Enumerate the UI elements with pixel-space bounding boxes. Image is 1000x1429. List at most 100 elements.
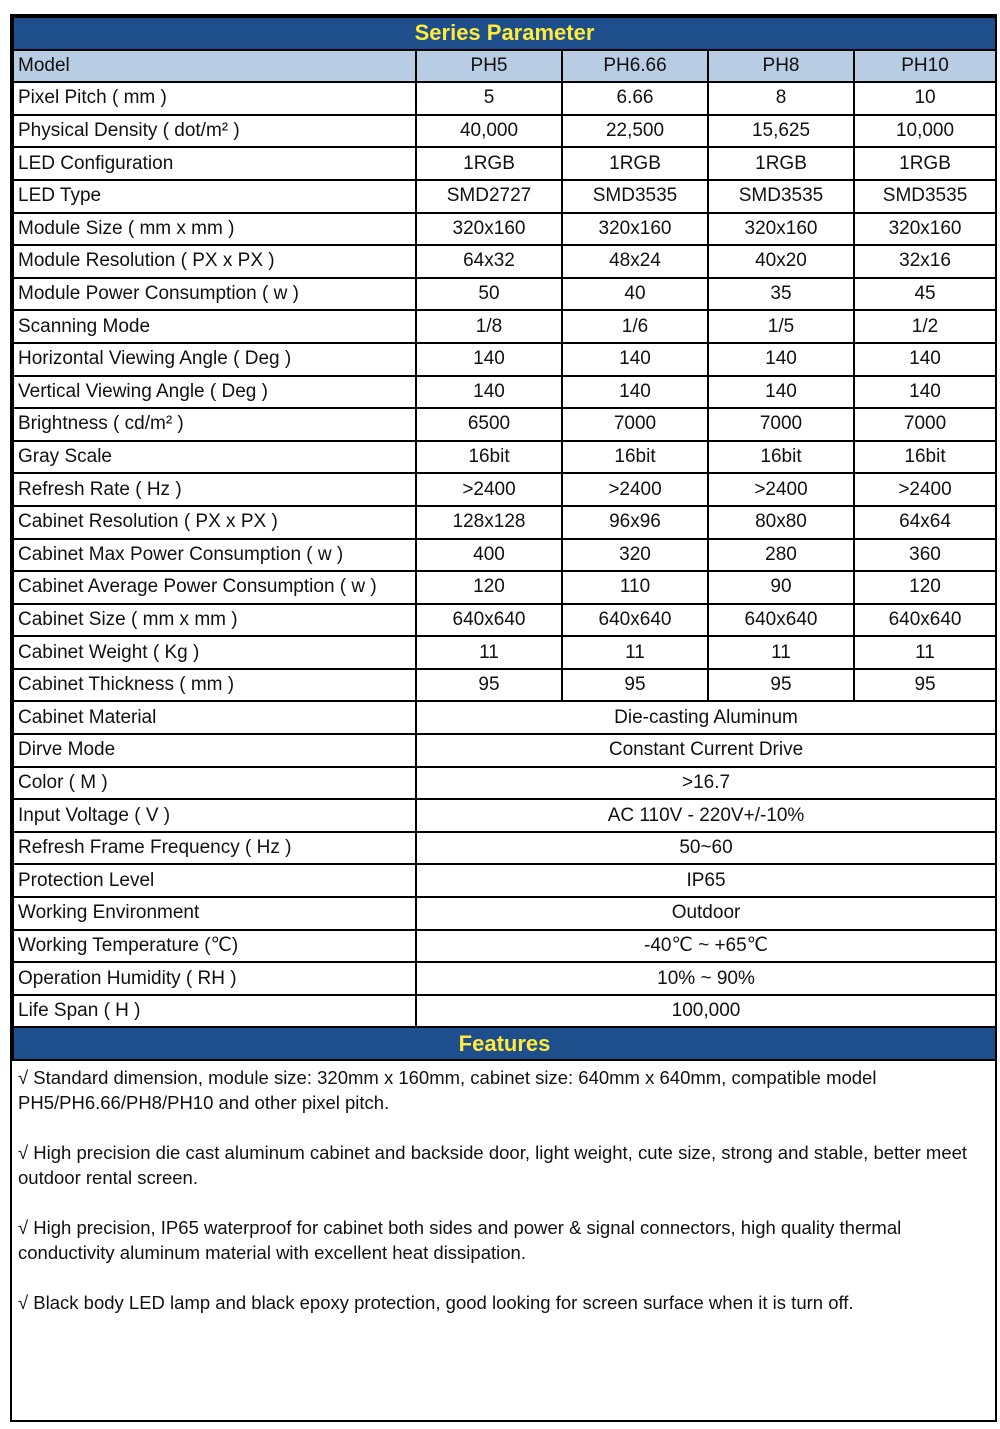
cell-value: 320	[561, 537, 709, 573]
cell-value: -40℃ ~ +65℃	[414, 928, 998, 964]
feature-item: √ High precision die cast aluminum cabin…	[18, 1142, 968, 1188]
cell-value: 64x32	[415, 244, 563, 279]
cell-value: 640x640	[707, 602, 855, 638]
table-row: Color ( M ) >16.7	[12, 765, 998, 801]
table-row: LED Type SMD2727 SMD3535 SMD3535 SMD3535	[12, 178, 998, 214]
cell-value: AC 110V - 220V+/-10%	[414, 798, 998, 833]
cell-value: 45	[852, 276, 998, 312]
cell-value: 140	[415, 374, 563, 410]
row-label: Cabinet Average Power Consumption ( w )	[12, 570, 417, 605]
cell-value: 640x640	[561, 602, 709, 638]
row-label: Cabinet Size ( mm x mm )	[12, 602, 417, 638]
cell-value: 40	[561, 276, 709, 312]
cell-value: 16bit	[852, 439, 998, 475]
cell-value: 11	[852, 635, 998, 670]
cell-value: 10,000	[852, 113, 998, 149]
cell-value: 320x160	[852, 211, 998, 247]
header-cell: PH10	[852, 48, 998, 84]
header-row: Model PH5 PH6.66 PH8 PH10	[12, 48, 998, 84]
cell-value: 110	[561, 570, 709, 605]
cell-value: 16bit	[415, 439, 563, 475]
row-label: Vertical Viewing Angle ( Deg )	[12, 374, 417, 410]
cell-value: 360	[852, 537, 998, 573]
table-row: Input Voltage ( V ) AC 110V - 220V+/-10%	[12, 798, 998, 833]
cell-value: 140	[852, 374, 998, 410]
feature-item: √ Black body LED lamp and black epoxy pr…	[18, 1292, 854, 1313]
row-label: Pixel Pitch ( mm )	[12, 81, 417, 116]
cell-value: 120	[852, 570, 998, 605]
cell-value: 1/2	[852, 309, 998, 344]
cell-value: 48x24	[561, 244, 709, 279]
features-list: √ Standard dimension, module size: 320mm…	[12, 1061, 995, 1344]
row-label: LED Configuration	[12, 146, 417, 181]
table-row: Gray Scale 16bit 16bit 16bit 16bit	[12, 439, 998, 475]
features-title: Features	[11, 1026, 998, 1061]
cell-value: 95	[561, 667, 709, 703]
row-label: Cabinet Weight ( Kg )	[12, 635, 417, 670]
cell-value: 40x20	[707, 244, 855, 279]
header-cell: PH5	[415, 48, 563, 84]
cell-value: 6500	[415, 407, 563, 442]
table-row: Pixel Pitch ( mm ) 5 6.66 8 10	[12, 81, 998, 116]
cell-value: IP65	[414, 863, 998, 899]
table-row: Life Span ( H ) 100,000	[12, 993, 998, 1029]
cell-value: 95	[415, 667, 563, 703]
row-label: Cabinet Resolution ( PX x PX )	[12, 504, 417, 540]
cell-value: 7000	[707, 407, 855, 442]
table-row: Cabinet Average Power Consumption ( w ) 1…	[12, 570, 998, 605]
cell-value: 10	[852, 81, 998, 116]
cell-value: >16.7	[414, 765, 998, 801]
table-row: Brightness ( cd/m² ) 6500 7000 7000 7000	[12, 407, 998, 442]
row-label: Cabinet Max Power Consumption ( w )	[12, 537, 417, 573]
row-label: Module Size ( mm x mm )	[12, 211, 417, 247]
row-label: Working Environment	[12, 896, 417, 931]
cell-value: 1/5	[707, 309, 855, 344]
cell-value: 11	[561, 635, 709, 670]
row-label: Color ( M )	[12, 765, 417, 801]
row-label: Input Voltage ( V )	[12, 798, 417, 833]
cell-value: >2400	[561, 472, 709, 507]
cell-value: 10% ~ 90%	[414, 961, 998, 996]
cell-value: 140	[415, 341, 563, 377]
table-row: Working Environment Outdoor	[12, 896, 998, 931]
cell-value: 1RGB	[561, 146, 709, 181]
cell-value: 6.66	[561, 81, 709, 116]
cell-value: 16bit	[561, 439, 709, 475]
cell-value: 140	[707, 374, 855, 410]
table-row: Module Size ( mm x mm ) 320x160 320x160 320…	[12, 211, 998, 247]
cell-value: 400	[415, 537, 563, 573]
table-row: Working Temperature (℃) -40℃ ~ +65℃	[12, 928, 998, 964]
table-row: Physical Density ( dot/m² ) 40,000 22,500 1…	[12, 113, 998, 149]
table-row: Refresh Frame Frequency ( Hz ) 50~60	[12, 830, 998, 866]
cell-value: 50	[415, 276, 563, 312]
row-label: Module Power Consumption ( w )	[12, 276, 417, 312]
cell-value: SMD3535	[852, 178, 998, 214]
cell-value: 320x160	[415, 211, 563, 247]
cell-value: 1RGB	[852, 146, 998, 181]
feature-item: √ High precision, IP65 waterproof for ca…	[18, 1217, 902, 1263]
cell-value: 96x96	[561, 504, 709, 540]
row-label: Protection Level	[12, 863, 417, 899]
cell-value: 16bit	[707, 439, 855, 475]
cell-value: Outdoor	[414, 896, 998, 931]
cell-value: >2400	[707, 472, 855, 507]
cell-value: 64x64	[852, 504, 998, 540]
cell-value: 1/6	[561, 309, 709, 344]
cell-value: SMD3535	[561, 178, 709, 214]
spec-table: Series Parameter Model PH5 PH6.66 PH8 PH10 Pi…	[11, 16, 998, 1061]
cell-value: 1/8	[415, 309, 563, 344]
table-body: Series Parameter Model PH5 PH6.66 PH8 PH10 Pi…	[11, 16, 998, 1061]
cell-value: 1RGB	[415, 146, 563, 181]
table-row: Cabinet Thickness ( mm ) 95 95 95 95	[12, 667, 998, 703]
header-label: Model	[12, 48, 417, 84]
table-row: Dirve Mode Constant Current Drive	[12, 733, 998, 768]
cell-value: 100,000	[414, 993, 998, 1029]
table-row: Scanning Mode 1/8 1/6 1/5 1/2	[12, 309, 998, 344]
cell-value: 80x80	[707, 504, 855, 540]
cell-value: >2400	[415, 472, 563, 507]
cell-value: 95	[707, 667, 855, 703]
header-cell: PH6.66	[561, 48, 709, 84]
cell-value: 50~60	[414, 830, 998, 866]
cell-value: 128x128	[415, 504, 563, 540]
cell-value: 90	[707, 570, 855, 605]
